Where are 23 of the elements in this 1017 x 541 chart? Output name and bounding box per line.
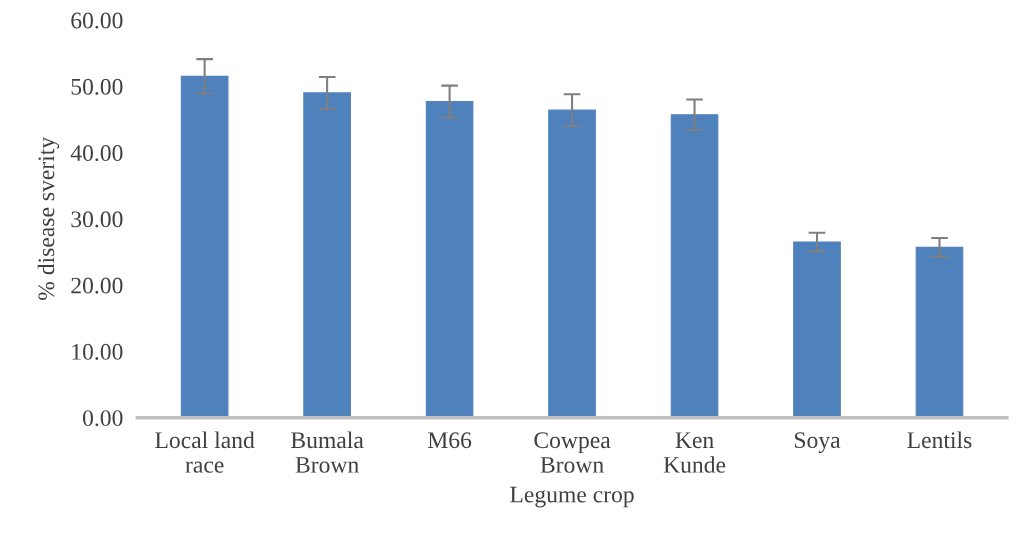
bar [915, 246, 964, 418]
bar [425, 100, 474, 418]
x-tick-label: M66 [427, 432, 472, 449]
bar [670, 114, 719, 418]
x-tick-label: Soya [794, 432, 841, 453]
bar [180, 75, 229, 418]
x-tick-label: Local land race [155, 431, 255, 473]
y-tick-label: 10.00 [72, 343, 123, 360]
bar [548, 109, 596, 418]
x-tick-label: Lentils [907, 431, 972, 449]
y-tick-label: 50.00 [71, 78, 123, 95]
y-tick-label: 30.00 [71, 211, 123, 228]
bar [303, 92, 351, 418]
y-tick-label: 0.00 [82, 410, 123, 427]
x-axis-title: Legume crop [510, 486, 634, 508]
y-axis-title: % disease sverity [37, 136, 60, 300]
y-tick-label: 40.00 [70, 145, 123, 162]
bar [793, 241, 841, 418]
y-tick-label: 60.00 [71, 12, 123, 29]
x-tick-label: Bumala Brown [291, 431, 364, 473]
y-tick-label: 20.00 [71, 277, 123, 294]
x-tick-label: Ken Kunde [663, 432, 726, 473]
x-tick-label: Cowpea Brown [534, 432, 611, 473]
